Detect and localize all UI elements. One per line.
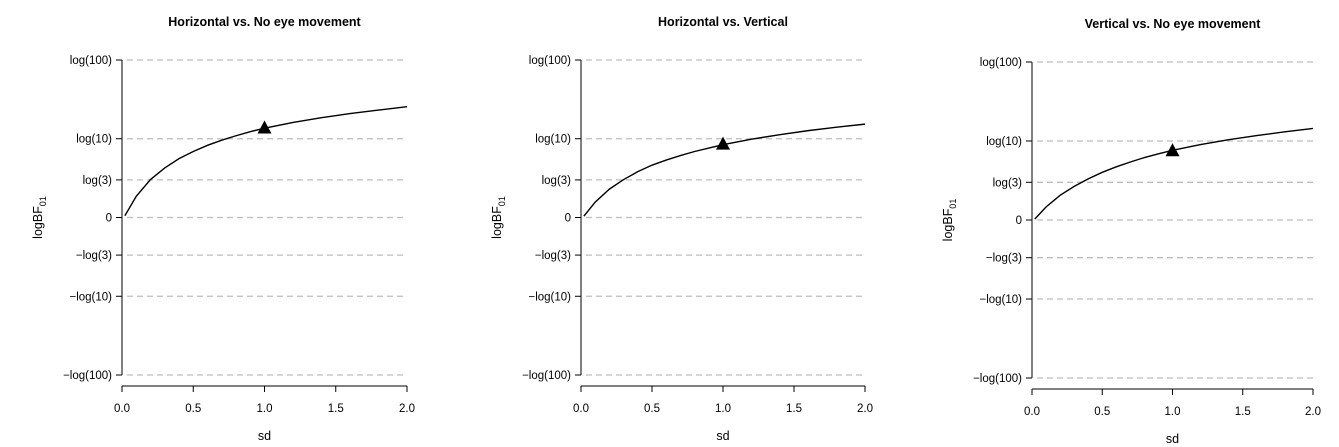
y-tick-label-1: log(10) <box>76 134 112 146</box>
triangle-marker <box>1165 143 1180 157</box>
y-tick-label-4: −log(3) <box>986 253 1022 265</box>
y-axis-label-main: logBF <box>490 206 504 239</box>
chart-svg-1: Horizontal vs. No eye movement log(100) lo… <box>31 15 415 443</box>
x-tick-label-4: 2.0 <box>857 403 873 415</box>
y-axis-label: logBF01 <box>31 196 48 239</box>
x-axis-label: sd <box>258 429 271 443</box>
y-tick-label-6: −log(100) <box>63 370 112 382</box>
x-axis-label: sd <box>716 429 729 443</box>
y-tick-label-1: log(10) <box>535 134 571 146</box>
x-tick-label-4: 2.0 <box>399 403 415 415</box>
y-axis-label-subscript: 01 <box>948 199 958 209</box>
series-line-0 <box>583 123 866 217</box>
y-tick-label-4: −log(3) <box>535 250 571 262</box>
y-axis-label-main: logBF <box>941 208 955 241</box>
x-tick-label-4: 2.0 <box>1305 406 1321 418</box>
y-axis-label: logBF01 <box>490 196 507 239</box>
y-tick-label-1: log(10) <box>986 136 1022 148</box>
y-tick-label-0: log(100) <box>70 55 112 67</box>
y-tick-label-3: 0 <box>106 213 112 225</box>
y-tick-label-4: −log(3) <box>76 250 112 262</box>
series-line-0 <box>124 105 408 217</box>
chart-title: Horizontal vs. Vertical <box>658 15 788 29</box>
x-tick-label-3: 1.5 <box>1235 406 1251 418</box>
x-axis-label: sd <box>1166 432 1179 446</box>
x-tick-label-1: 0.5 <box>185 403 201 415</box>
x-tick-label-0: 0.0 <box>1024 406 1040 418</box>
triangle-marker <box>257 120 272 134</box>
y-axis-label-subscript: 01 <box>38 196 48 206</box>
y-axis-label-main: logBF <box>31 206 45 239</box>
x-tick-label-3: 1.5 <box>328 403 344 415</box>
chart-panel-3: Vertical vs. No eye movement log(100) log(… <box>893 0 1339 447</box>
y-tick-label-5: −log(10) <box>69 291 112 303</box>
y-tick-label-0: log(100) <box>529 55 571 67</box>
series-line-0 <box>1034 127 1314 220</box>
x-tick-label-1: 0.5 <box>644 403 660 415</box>
chart-panel-1: Horizontal vs. No eye movement log(100) lo… <box>0 0 446 447</box>
chart-panel-2: Horizontal vs. Vertical log(100) log(10) lo… <box>456 0 902 447</box>
y-tick-label-0: log(100) <box>980 57 1022 69</box>
y-tick-label-2: log(3) <box>993 177 1023 189</box>
y-tick-label-3: 0 <box>1016 215 1022 227</box>
x-tick-label-0: 0.0 <box>114 403 130 415</box>
chart-svg-2: Horizontal vs. Vertical log(100) log(10) lo… <box>490 15 873 443</box>
y-tick-label-6: −log(100) <box>973 373 1022 385</box>
chart-title: Horizontal vs. No eye movement <box>168 15 361 29</box>
y-tick-label-5: −log(10) <box>528 291 571 303</box>
x-tick-label-1: 0.5 <box>1094 406 1110 418</box>
x-tick-label-3: 1.5 <box>786 403 802 415</box>
triangle-marker <box>716 136 730 150</box>
y-tick-label-3: 0 <box>565 213 571 225</box>
chart-title: Vertical vs. No eye movement <box>1085 17 1262 31</box>
y-tick-label-2: log(3) <box>83 175 113 187</box>
y-tick-label-2: log(3) <box>542 175 572 187</box>
x-tick-label-2: 1.0 <box>715 403 731 415</box>
y-tick-label-5: −log(10) <box>979 294 1022 306</box>
x-tick-label-0: 0.0 <box>573 403 589 415</box>
x-tick-label-2: 1.0 <box>257 403 273 415</box>
x-tick-label-2: 1.0 <box>1165 406 1181 418</box>
y-axis-label-subscript: 01 <box>497 196 507 206</box>
y-tick-label-6: −log(100) <box>522 370 571 382</box>
chart-svg-3: Vertical vs. No eye movement log(100) log(… <box>941 17 1321 446</box>
y-axis-label: logBF01 <box>941 199 958 242</box>
